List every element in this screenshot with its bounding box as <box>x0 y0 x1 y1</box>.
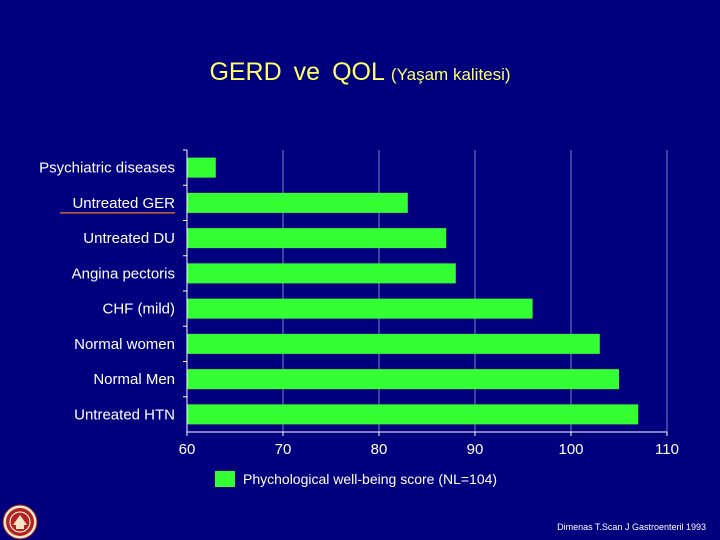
x-tick-label: 110 <box>655 441 679 458</box>
chart-legend: Phychological well-being score (NL=104) <box>215 470 497 488</box>
bar <box>187 263 456 284</box>
bar <box>187 333 600 354</box>
x-tick-label: 90 <box>467 441 484 458</box>
bar <box>187 192 408 213</box>
category-label: Angina pectoris <box>72 265 175 282</box>
bar <box>187 298 533 319</box>
category-label: Normal women <box>74 336 175 353</box>
category-label: Untreated DU <box>83 230 175 247</box>
title-gerd: GERD <box>209 58 282 86</box>
x-tick-label: 70 <box>275 441 292 458</box>
bar <box>187 369 619 390</box>
bar <box>187 228 447 249</box>
x-tick-label: 100 <box>558 441 583 458</box>
bar <box>187 404 639 425</box>
title-subtitle: (Yaşam kalitesi) <box>390 65 511 84</box>
university-seal-icon <box>2 504 38 540</box>
legend-label: Phychological well-being score (NL=104) <box>243 471 498 487</box>
category-label: Normal Men <box>93 371 175 388</box>
category-label: CHF (mild) <box>103 301 176 318</box>
x-tick-label: 60 <box>179 441 196 458</box>
category-label: Psychiatric diseases <box>39 160 175 177</box>
citation: Dimenas T.Scan J Gastroenteril 1993 <box>557 522 706 532</box>
category-label: Untreated HTN <box>74 406 175 423</box>
legend-swatch <box>215 471 235 487</box>
title-ve: ve <box>293 58 321 86</box>
slide-title: GERD ve QOL (Yaşam kalitesi) <box>0 58 720 87</box>
category-label: Untreated GER <box>72 195 175 212</box>
bar <box>187 157 216 178</box>
x-tick-label: 80 <box>371 441 388 458</box>
title-qol: QOL <box>332 58 384 86</box>
